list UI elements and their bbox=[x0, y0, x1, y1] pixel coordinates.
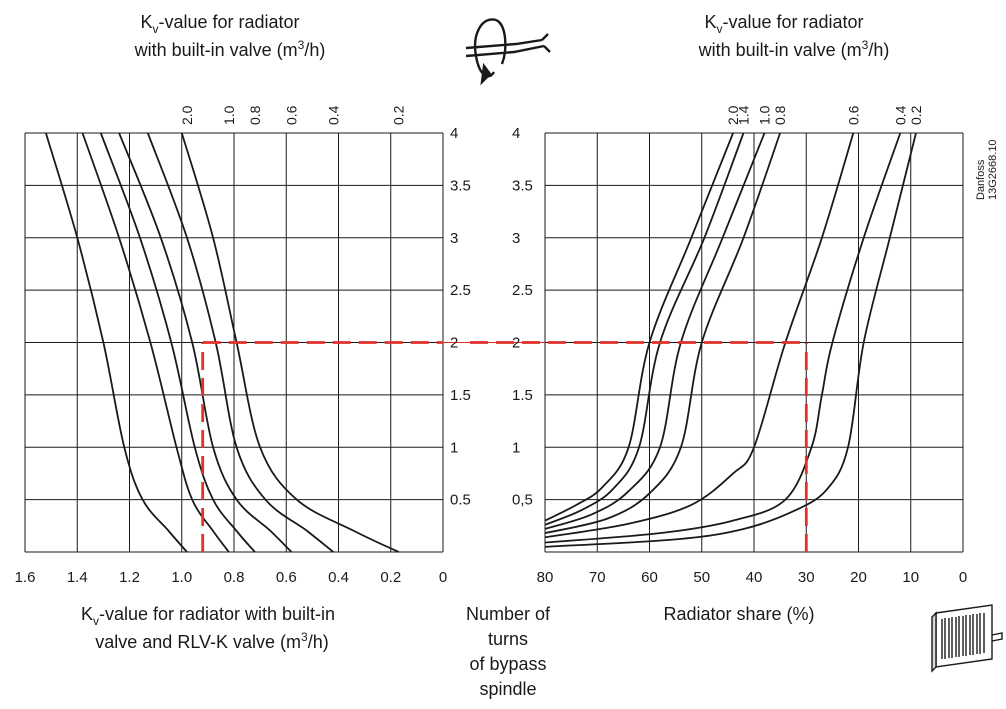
y-tick-label: 3.5 bbox=[450, 177, 471, 194]
y-tick-label: 2 bbox=[512, 335, 520, 352]
x-tick-label: 0.8 bbox=[224, 569, 245, 586]
curve-kv-1.4 bbox=[544, 132, 745, 526]
y-tick-label: 0,5 bbox=[512, 492, 533, 509]
left-top-title-line2: with built-in valve (m3/h) bbox=[134, 38, 326, 60]
y-tick-label: 2 bbox=[450, 335, 458, 352]
curve-kv-1.0 bbox=[544, 132, 766, 530]
right-bottom-title: Radiator share (%) bbox=[663, 604, 814, 624]
side-label-code: 13G2668.10 bbox=[987, 139, 999, 200]
curve-kv-2.0 bbox=[45, 132, 188, 553]
radiator-icon bbox=[931, 604, 1003, 673]
x-tick-label: 70 bbox=[589, 569, 606, 586]
y-tick-label: 3 bbox=[450, 230, 458, 247]
curve-label: 0.2 bbox=[391, 105, 407, 125]
left-top-title-line1: Kv-value for radiator bbox=[140, 12, 299, 36]
left-bottom-title-line1: Kv-value for radiator with built-in bbox=[81, 604, 335, 628]
x-tick-label: 80 bbox=[537, 569, 554, 586]
x-tick-label: 40 bbox=[746, 569, 763, 586]
x-tick-label: 60 bbox=[641, 569, 658, 586]
y-tick-label: 0.5 bbox=[450, 492, 471, 509]
axis-ticks: 1.6 1.4 1.2 1.0 0.8 0.6 0.4 0.2 00.511.522.533.5… bbox=[15, 105, 968, 586]
x-tick-label: 30 bbox=[798, 569, 815, 586]
curve-label: 2.0 bbox=[179, 105, 195, 125]
y-tick-label: 4 bbox=[512, 125, 520, 142]
x-tick-label: 0.4 bbox=[328, 569, 349, 586]
y-tick-label: 3 bbox=[512, 230, 520, 247]
curve-label: 0.6 bbox=[845, 105, 861, 125]
curve-kv-0.4 bbox=[544, 132, 902, 544]
curve-kv-0.4 bbox=[146, 132, 334, 553]
curve-kv-1.0 bbox=[81, 132, 230, 553]
curve-kv-0.8 bbox=[99, 132, 256, 553]
left-panel-curves bbox=[45, 132, 399, 553]
y-tick-label: 1.5 bbox=[512, 387, 533, 404]
curve-kv-0.6 bbox=[544, 132, 855, 539]
center-label-line1: Number of bbox=[466, 604, 551, 624]
x-tick-label: 1.4 bbox=[67, 569, 88, 586]
curve-kv-0.8 bbox=[544, 132, 781, 534]
curve-label: 0.2 bbox=[908, 105, 924, 125]
y-tick-label: 1.5 bbox=[450, 387, 471, 404]
x-tick-label: 10 bbox=[902, 569, 919, 586]
x-tick-label: 0.2 bbox=[380, 569, 401, 586]
right-top-title-line1: Kv-value for radiator bbox=[704, 12, 863, 36]
curve-kv-2.0 bbox=[544, 132, 734, 522]
center-label-line2: turns bbox=[488, 629, 528, 649]
x-tick-label: 1.0 bbox=[171, 569, 192, 586]
spindle-turn-icon bbox=[465, 18, 551, 86]
left-bottom-title-line2: valve and RLV-K valve (m3/h) bbox=[95, 630, 328, 652]
curve-label: 0.4 bbox=[892, 105, 908, 125]
x-tick-label: 50 bbox=[693, 569, 710, 586]
curve-label: 0.4 bbox=[325, 105, 341, 125]
y-tick-label: 1 bbox=[512, 439, 520, 456]
y-tick-label: 2.5 bbox=[512, 282, 533, 299]
curve-label: 0.8 bbox=[772, 105, 788, 125]
y-tick-label: 4 bbox=[450, 125, 458, 142]
right-panel-curves bbox=[544, 132, 917, 548]
reference-lines bbox=[201, 341, 808, 552]
x-tick-label: 0.6 bbox=[276, 569, 297, 586]
curve-label: 1.0 bbox=[757, 105, 773, 125]
y-tick-label: 2.5 bbox=[450, 282, 471, 299]
right-panel-grid bbox=[544, 132, 964, 553]
x-tick-label: 0 bbox=[959, 569, 967, 586]
curve-kv-0.6 bbox=[118, 132, 293, 553]
center-label-line3: of bypass bbox=[469, 654, 546, 674]
curve-label: 1.4 bbox=[736, 105, 752, 125]
curve-kv-0.2 bbox=[544, 132, 917, 548]
y-tick-label: 1 bbox=[450, 439, 458, 456]
side-label-danfoss: Danfoss bbox=[975, 159, 987, 200]
curve-label: 1.0 bbox=[221, 105, 237, 125]
right-top-title-line2: with built-in valve (m3/h) bbox=[698, 38, 890, 60]
x-tick-label: 1.6 bbox=[15, 569, 36, 586]
y-tick-label: 3.5 bbox=[512, 177, 533, 194]
curve-label: 2.0 bbox=[725, 105, 741, 125]
x-tick-label: 20 bbox=[850, 569, 867, 586]
x-tick-label: 1.2 bbox=[119, 569, 140, 586]
curve-kv-0.2 bbox=[180, 132, 399, 553]
x-tick-label: 0 bbox=[439, 569, 447, 586]
curve-label: 0.6 bbox=[284, 105, 300, 125]
curve-label: 0.8 bbox=[247, 105, 263, 125]
center-label-line4: spindle bbox=[479, 679, 536, 699]
